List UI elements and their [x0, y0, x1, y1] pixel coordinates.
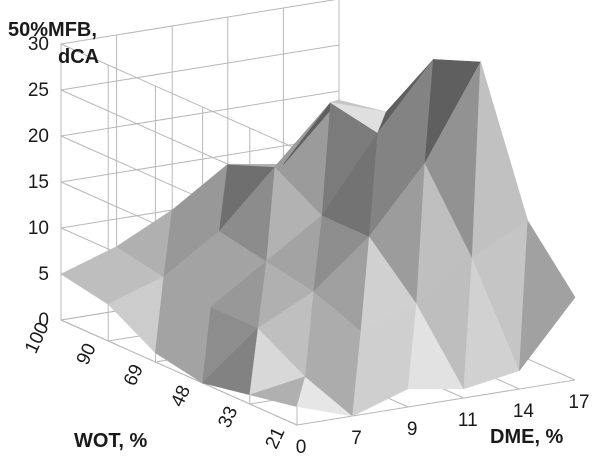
z-tick-label: 20 [28, 126, 49, 147]
z-gridline-back [60, 136, 340, 183]
x-tick-label: 7 [351, 428, 362, 449]
surface-plot [60, 58, 576, 417]
z-axis-title-line1: 50%MFB, [8, 19, 97, 41]
y-tick-label: 33 [214, 403, 242, 431]
y-tick-label: 90 [73, 340, 101, 368]
y-tick-label: 48 [167, 382, 195, 410]
x-tick-label: 14 [513, 401, 535, 422]
x-axis-title: DME, % [490, 426, 564, 448]
z-axis-title-line2: dCA [58, 46, 99, 68]
y-tick-label: 21 [262, 424, 290, 452]
z-tick-label: 10 [28, 218, 49, 239]
z-tick-label: 15 [28, 172, 49, 193]
x-tick-label: 17 [568, 392, 589, 413]
z-gridline-side [60, 43, 298, 150]
surface-facet [60, 246, 117, 305]
y-axis-title: WOT, % [74, 430, 148, 452]
z-tick-label: 0 [38, 310, 49, 331]
z-gridline-back [60, 44, 340, 91]
z-tick-label: 25 [28, 80, 49, 101]
z-tick-label: 5 [38, 264, 49, 285]
x-tick-label: 9 [407, 419, 418, 440]
z-gridline-back [60, 0, 336, 45]
x-tick-label: 0 [296, 437, 307, 458]
surface-facet [519, 220, 576, 372]
x-tick-label: 11 [458, 410, 478, 431]
y-tick-label: 69 [120, 361, 148, 389]
z-gridline-back [60, 90, 340, 137]
z-tick-label: 30 [28, 34, 49, 55]
